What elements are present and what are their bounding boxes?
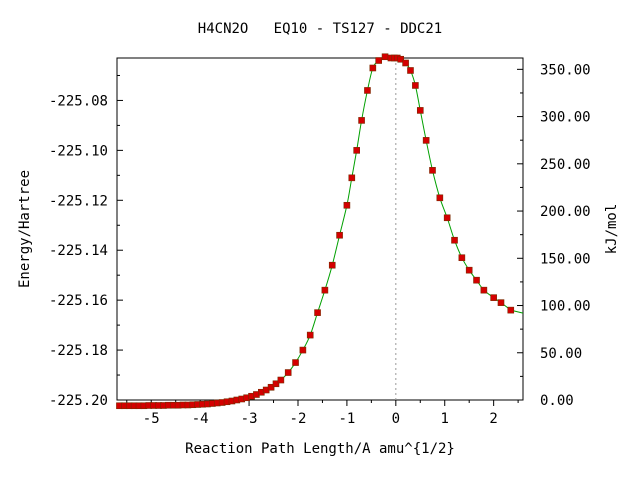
y-tick-label: -225.14 (49, 243, 108, 259)
y-axis-left: -225.08 -225.10 -225.12 -225.14 -225.16 -225.… (49, 74, 123, 409)
chart-title: H4CN2O EQ10 - TS127 - DDC21 (198, 21, 442, 37)
plot-area-frame (116, 57, 524, 401)
data-point (436, 194, 444, 202)
x-axis: -5 -4 -3 -2 -1 0 1 2 (126, 400, 519, 427)
x-tick-label: 1 (441, 411, 449, 427)
energy-curve (119, 56, 524, 407)
data-point (412, 82, 419, 89)
y-tick-label: -225.16 (49, 293, 108, 309)
data-point (369, 64, 377, 72)
data-point (422, 137, 430, 144)
x-axis-label: Reaction Path Length/A amu^{1/2} (185, 441, 455, 457)
data-point (429, 167, 436, 174)
y2-tick-label: 200.00 (540, 204, 591, 220)
data-point (328, 261, 336, 269)
data-point (375, 57, 383, 64)
y2-tick-label: 300.00 (540, 110, 591, 126)
y2-axis-label: kJ/mol (604, 204, 620, 255)
data-point (292, 359, 299, 366)
y2-tick-label: 100.00 (540, 299, 591, 315)
data-point (306, 331, 314, 339)
y-tick-label: -225.10 (49, 143, 108, 159)
data-point (490, 294, 497, 301)
data-point (381, 53, 389, 61)
energy-points (116, 53, 515, 410)
y2-tick-label: 50.00 (540, 346, 582, 362)
data-point (272, 380, 280, 388)
x-tick-label: -3 (241, 411, 258, 427)
y-tick-label: -225.08 (49, 93, 108, 109)
y-axis-label: Energy/Hartree (17, 170, 33, 288)
data-point (336, 231, 343, 239)
data-point (277, 376, 285, 384)
data-point (402, 59, 409, 67)
data-point (267, 383, 275, 391)
y-tick-label: -225.18 (49, 343, 108, 359)
data-point (458, 254, 466, 262)
y2-tick-label: 250.00 (540, 157, 591, 173)
y2-tick-label: 0.00 (540, 393, 574, 409)
y2-tick-label: 350.00 (540, 62, 591, 78)
y-axis-right: 350.00 300.00 250.00 200.00 150.00 100.00 50.0… (517, 62, 591, 409)
data-point (451, 236, 458, 244)
x-tick-label: -5 (143, 411, 160, 427)
data-point (497, 299, 505, 306)
data-point (314, 309, 321, 316)
data-point (353, 147, 360, 154)
x-tick-label: -4 (192, 411, 209, 427)
y-tick-label: -225.20 (49, 393, 108, 409)
x-tick-label: -2 (290, 411, 307, 427)
data-point (473, 276, 480, 284)
data-point (321, 286, 329, 294)
data-point (443, 214, 451, 222)
y2-tick-label: 150.00 (540, 251, 591, 267)
data-point (465, 266, 473, 274)
data-point (343, 201, 351, 209)
data-point (416, 107, 424, 114)
x-tick-label: 2 (489, 411, 497, 427)
data-point (299, 346, 307, 354)
data-point (358, 117, 365, 124)
y-tick-label: -225.12 (49, 193, 108, 209)
data-point (284, 369, 292, 376)
data-point (480, 286, 488, 294)
data-point (348, 174, 356, 182)
x-tick-label: 0 (392, 411, 400, 427)
data-point (397, 55, 405, 63)
data-point (407, 67, 414, 74)
x-tick-label: -1 (338, 411, 355, 427)
data-point (507, 306, 515, 314)
data-point (364, 87, 371, 94)
